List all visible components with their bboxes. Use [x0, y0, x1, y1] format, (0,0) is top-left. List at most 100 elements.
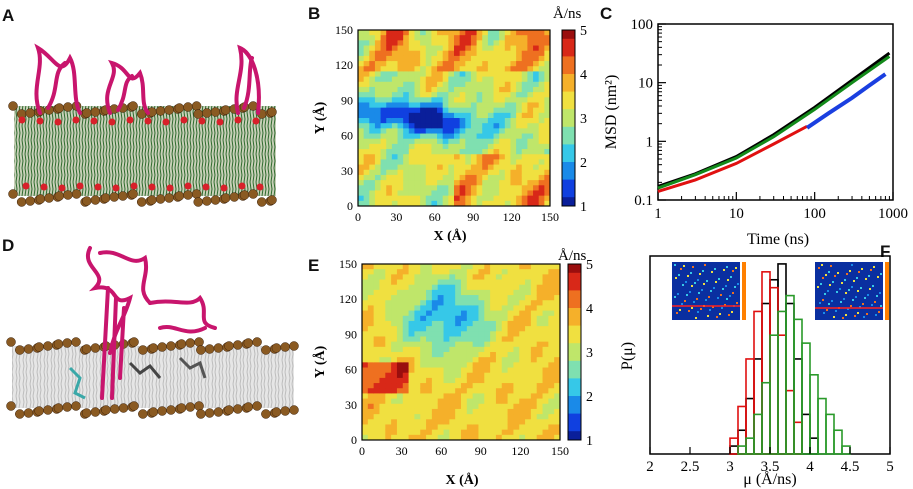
- inset-speck: [834, 275, 836, 277]
- heatmap-cell: [504, 200, 511, 207]
- heatmap-cell: [408, 123, 415, 129]
- heatmap-cell: [470, 164, 478, 171]
- heatmap-cell: [437, 107, 444, 114]
- colorbar-segment: [562, 113, 575, 119]
- heatmap-cell: [380, 50, 387, 57]
- heatmap-cell: [493, 45, 500, 52]
- heatmap-cell: [519, 336, 526, 343]
- heatmap-cell: [544, 169, 551, 176]
- heatmap-cell: [367, 408, 375, 415]
- heatmap-cell: [538, 185, 545, 191]
- heatmap-cell: [455, 320, 462, 327]
- heatmap-cell: [437, 81, 444, 88]
- heatmap-cell: [495, 289, 503, 296]
- heatmap-cell: [437, 92, 444, 98]
- heatmap-cell: [386, 164, 393, 171]
- heatmap-cell: [521, 180, 528, 186]
- inset-speck: [706, 280, 708, 282]
- heatmap-cell: [437, 35, 444, 41]
- heatmap-cell: [476, 102, 483, 109]
- heatmap-cell: [530, 429, 538, 436]
- heatmap-cell: [493, 174, 500, 181]
- heatmap-cell: [466, 372, 474, 379]
- inset-speck: [696, 298, 698, 300]
- heatmap-cell: [408, 357, 415, 363]
- heatmap-cell: [478, 331, 485, 337]
- heatmap-cell: [548, 367, 555, 374]
- hist-bar-black: [809, 437, 819, 455]
- heatmap-cell: [385, 419, 392, 425]
- heatmap-cell: [449, 279, 456, 286]
- heatmap-cell: [386, 30, 393, 36]
- heatmap-cell: [472, 336, 479, 343]
- heatmap-cell: [431, 112, 438, 119]
- lipid-headgroup: [90, 407, 101, 417]
- heatmap-cell: [420, 35, 427, 41]
- heatmap-cell: [448, 86, 455, 93]
- heatmap-cell: [484, 434, 491, 441]
- heatmap-cell: [536, 414, 544, 420]
- heatmap-cell: [519, 264, 526, 270]
- lipid-headgroup: [229, 192, 240, 202]
- lipid-headgroup: [210, 195, 221, 205]
- heatmap-cell: [470, 174, 478, 181]
- heatmap-cell: [536, 320, 544, 327]
- heatmap-cell: [455, 305, 462, 312]
- heatmap-cell: [363, 76, 370, 83]
- heatmap-cell: [403, 50, 410, 57]
- heatmap-cell: [476, 66, 483, 72]
- heatmap-cell: [465, 128, 472, 135]
- inset-speck: [874, 301, 876, 303]
- inset-speck: [837, 272, 839, 274]
- heatmap-cell: [414, 331, 421, 337]
- heatmap-cell: [385, 352, 392, 358]
- heatmap-cell: [461, 289, 468, 296]
- heatmap-cell: [499, 200, 506, 207]
- heatmap-cell: [507, 305, 514, 312]
- inset-speck: [826, 309, 828, 311]
- lipid-headgroup: [204, 344, 215, 354]
- heatmap-cell: [396, 408, 404, 415]
- heatmap-cell: [530, 414, 538, 420]
- heatmap-cell: [527, 169, 534, 176]
- heatmap-cell: [499, 169, 506, 176]
- heatmap-cell: [431, 289, 439, 296]
- heatmap-cell: [476, 133, 483, 140]
- heatmap-cell: [495, 372, 503, 379]
- panel-b-colorbar-tick: 4: [580, 68, 587, 83]
- heatmap-cell: [431, 331, 439, 337]
- heatmap-cell: [408, 118, 415, 124]
- heatmap-cell: [533, 107, 540, 114]
- heatmap-cell: [443, 300, 450, 306]
- colorbar-segment: [568, 431, 581, 437]
- heatmap-cell: [465, 118, 472, 124]
- heatmap-cell: [513, 393, 520, 400]
- heatmap-cell: [437, 274, 445, 281]
- inset-speck: [860, 287, 862, 289]
- heatmap-cell: [482, 35, 489, 41]
- lipid-phosphate: [198, 117, 206, 125]
- inset-speck: [876, 295, 878, 297]
- heatmap-cell: [402, 336, 410, 343]
- heatmap-cell: [513, 434, 520, 441]
- heatmap-cell: [380, 133, 387, 140]
- heatmap-cell: [516, 71, 523, 78]
- heatmap-cell: [431, 403, 439, 410]
- heatmap-cell: [538, 76, 545, 83]
- heatmap-cell: [408, 200, 415, 207]
- lipid-headgroup: [23, 408, 34, 418]
- heatmap-cell: [455, 336, 462, 343]
- heatmap-cell: [408, 61, 415, 67]
- heatmap-cell: [527, 76, 534, 83]
- inset-speck: [725, 285, 727, 287]
- heatmap-cell: [513, 295, 520, 301]
- heatmap-cell: [465, 112, 472, 119]
- heatmap-cell: [454, 154, 461, 160]
- lipid-headgroup: [248, 101, 258, 111]
- heatmap-cell: [437, 86, 444, 93]
- heatmap-cell: [495, 346, 503, 353]
- heatmap-cell: [454, 149, 461, 155]
- panel-b-xtick: 30: [390, 210, 402, 224]
- heatmap-cell: [373, 310, 380, 317]
- heatmap-cell: [495, 419, 503, 425]
